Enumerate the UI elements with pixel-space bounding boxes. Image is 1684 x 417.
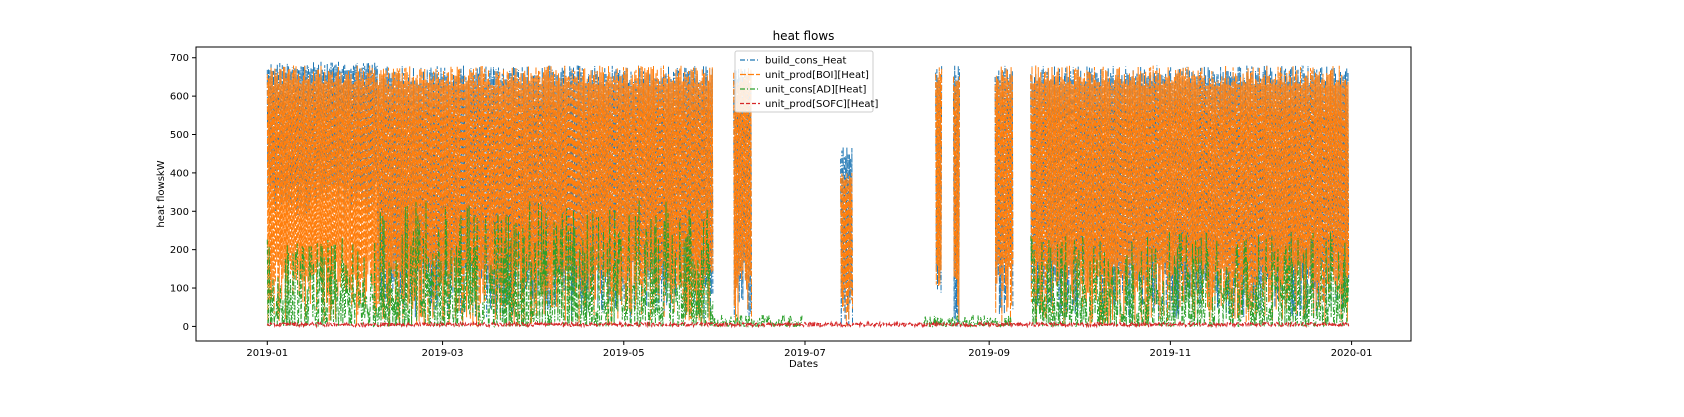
y-axis: 0 100 200 300 400 500 600 700 [170, 53, 196, 333]
legend-entry: unit_prod[BOI][Heat] [765, 70, 869, 81]
series-segment [266, 238, 378, 328]
series-segment [376, 65, 714, 327]
series-segment [994, 66, 1014, 327]
series-segment [840, 172, 854, 326]
y-axis-label: heat flowskW [156, 160, 167, 227]
series-unit_prod[SOFC][Heat] [266, 320, 1350, 329]
x-tick-label: 2019-05 [603, 348, 645, 359]
y-tick-label: 600 [170, 92, 189, 103]
y-tick-label: 200 [170, 245, 189, 256]
y-tick-label: 700 [170, 53, 189, 64]
series-segment [266, 320, 1350, 329]
legend-box [734, 50, 874, 113]
y-tick-label: 400 [170, 168, 189, 179]
x-axis-label: Dates [789, 359, 818, 370]
x-tick-label: 2019-03 [422, 348, 464, 359]
y-tick-label: 500 [170, 130, 189, 141]
legend-entry: build_cons_Heat [765, 56, 847, 67]
y-tick-label: 100 [170, 284, 189, 295]
legend-entry: unit_cons[AD][Heat] [765, 85, 867, 96]
x-tick-label: 2019-11 [1149, 348, 1191, 359]
chart-title: heat flows [773, 29, 835, 43]
x-tick-label: 2019-09 [968, 348, 1010, 359]
x-tick-label: 2019-07 [784, 348, 826, 359]
series-segment [935, 67, 943, 286]
series-segment [923, 314, 1014, 328]
x-tick-label: 2019-01 [246, 348, 288, 359]
legend-entry: unit_prod[SOFC][Heat] [765, 99, 878, 110]
series-segment [1030, 65, 1350, 327]
y-tick-label: 0 [183, 322, 189, 333]
series-segment [266, 65, 378, 327]
x-axis: 2019-01 2019-03 2019-05 2019-07 2019-09 2019-… [246, 341, 1372, 359]
y-tick-label: 300 [170, 207, 189, 218]
x-tick-label: 2020-01 [1331, 348, 1373, 359]
legend: build_cons_Heat unit_prod[BOI][Heat] unit_… [734, 50, 878, 113]
series-segment [953, 76, 960, 323]
plot-frame [195, 46, 1412, 342]
plot-area [266, 61, 1350, 329]
